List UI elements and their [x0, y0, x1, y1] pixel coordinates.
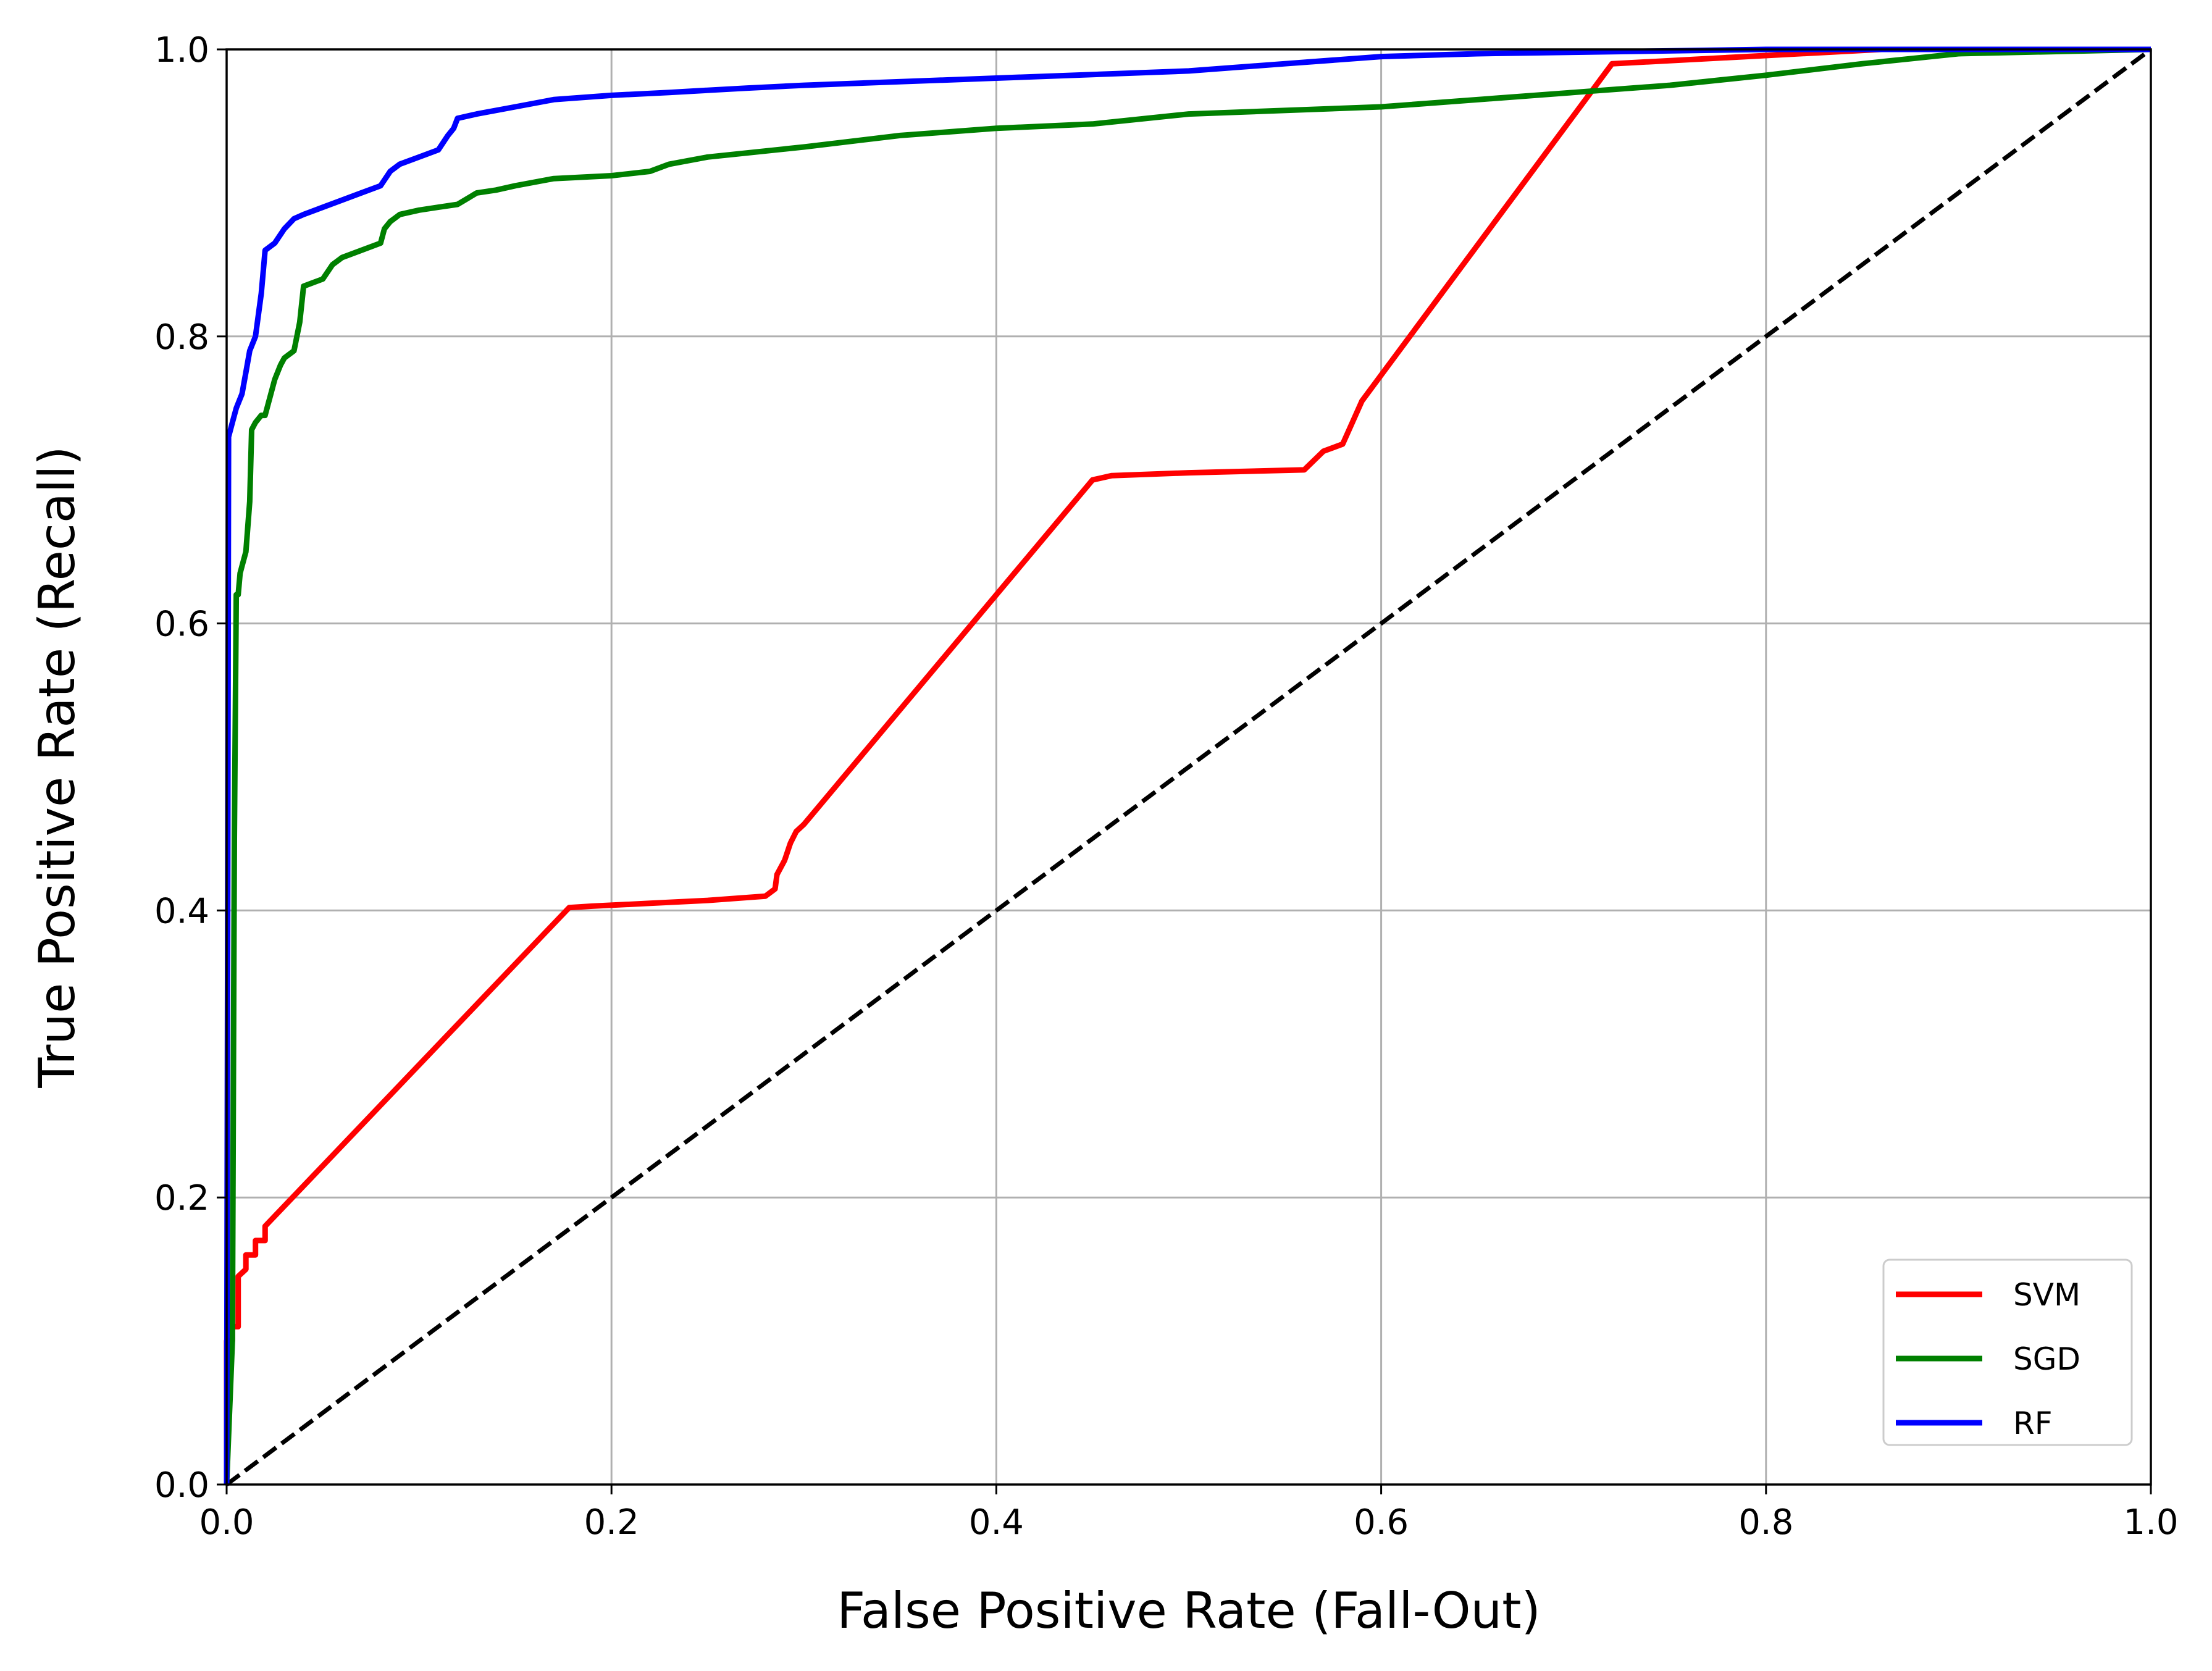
- y-tick-label: 0.2: [154, 1178, 209, 1218]
- y-axis-title: True Positive Rate (Recall): [28, 446, 86, 1088]
- x-tick-label: 0.0: [199, 1502, 254, 1543]
- y-tick-label: 1.0: [154, 30, 209, 70]
- x-tick-label: 0.2: [584, 1502, 639, 1543]
- chance-diagonal-line: [225, 48, 2153, 1486]
- legend-label-rf: RF: [2013, 1405, 2053, 1441]
- series-line-rf: [224, 46, 2151, 1485]
- x-tick-label: 0.8: [1738, 1502, 1793, 1543]
- y-tick-label: 0.6: [154, 605, 209, 645]
- x-tick-label: 0.6: [1354, 1502, 1409, 1543]
- legend-label-svm: SVM: [2013, 1277, 2080, 1313]
- legend-label-sgd: SGD: [2013, 1341, 2080, 1377]
- axis-ticks: 0.0 0.2 0.4 0.6 0.8 1.0 0.0 0.2 0.4 0.6 0.8 1.0: [154, 30, 2179, 1543]
- plot-frame: [225, 48, 2152, 1486]
- y-tick-label: 0.0: [154, 1465, 209, 1506]
- x-tick-label: 0.4: [969, 1502, 1024, 1543]
- y-tick-label: 0.4: [154, 891, 209, 931]
- series-lines: [224, 46, 2153, 1486]
- y-tick-label: 0.8: [154, 317, 209, 358]
- series-line-svm: [224, 46, 2151, 1485]
- x-tick-label: 1.0: [2123, 1502, 2178, 1543]
- x-axis-title: False Positive Rate (Fall-Out): [837, 1582, 1541, 1640]
- legend-box: [1882, 1258, 2133, 1446]
- series-line-sgd: [224, 46, 2151, 1485]
- legend: SVM SGD RF: [1882, 1258, 2133, 1446]
